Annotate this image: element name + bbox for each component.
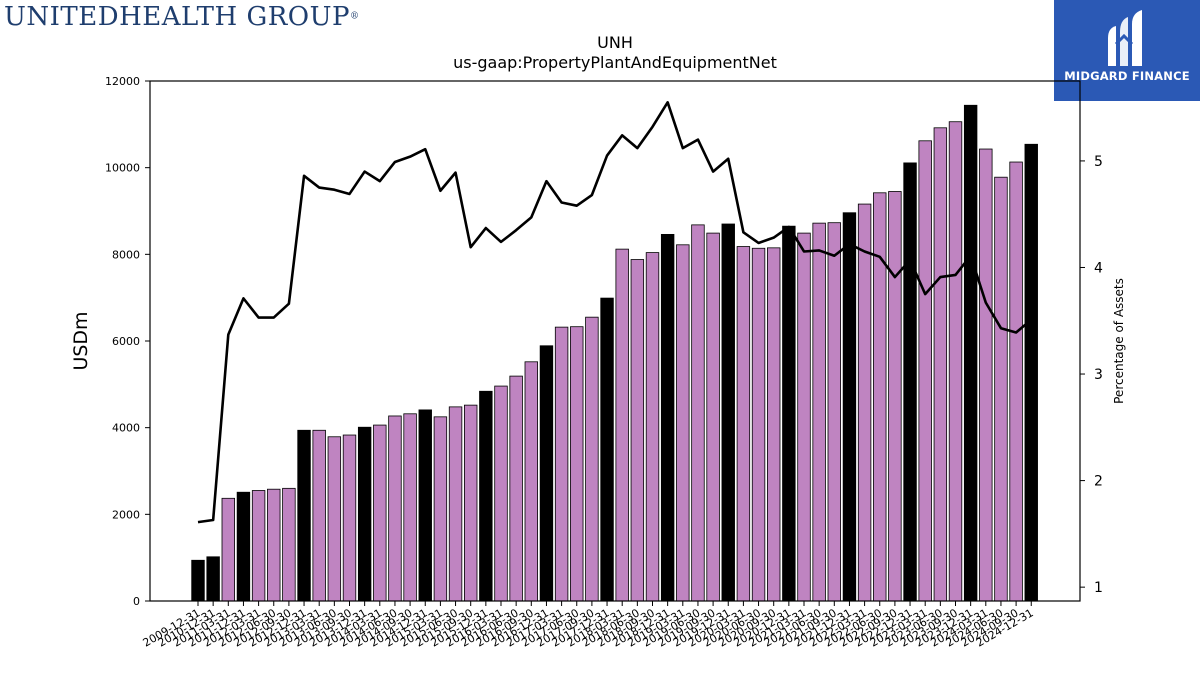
bar-2020-03-31 [736,246,751,602]
bar-2012-09-30 [282,487,296,602]
chart-title: UNH [597,33,633,52]
logo-registered-mark: ® [350,11,360,22]
y2-tick-label: 5 [1094,154,1103,170]
bar-2011-12-31 [236,491,251,602]
bar-2017-03-31 [554,326,569,602]
bar-2023-09-30 [948,121,963,602]
y2-tick-label: 3 [1094,367,1103,383]
unitedhealth-group-logo: UNITEDHEALTH GROUP® [4,2,359,32]
y-axis-label: USDm [70,311,92,370]
y-tick-label: 2000 [112,508,140,521]
bar-2020-09-30 [767,247,781,602]
bars-group [191,104,1038,602]
bar-2021-03-31 [797,232,811,602]
x-axis-ticks: 2009-12-312010-12-312011-03-312011-12-31… [141,601,1036,650]
right-axis-ticks: 1 2 3 4 5 [1080,154,1103,596]
bar-2016-03-31 [494,385,508,602]
bar-2023-03-31 [918,140,932,602]
bar-2017-12-31 [600,297,614,602]
bar-2013-12-31 [357,426,372,602]
y-tick-label: 6000 [112,335,140,348]
y2-axis-label: Percentage of Assets [1112,278,1126,404]
bar-2019-06-30 [691,224,705,602]
bar-2019-09-30 [706,232,720,602]
bar-2017-09-30 [585,316,599,602]
y-tick-label: 4000 [112,422,140,435]
bar-2022-09-30 [888,191,902,602]
bar-2024-09-30 [1009,161,1023,602]
bar-2018-03-31 [615,248,629,602]
bar-2022-12-31 [903,162,917,602]
y-tick-label: 0 [133,595,140,608]
bar-2010-12-31 [206,556,220,602]
bar-2018-06-30 [630,259,645,602]
bar-2011-03-31 [221,497,236,602]
percentage-of-assets-line [197,101,1033,524]
bar-2012-03-31 [251,490,266,602]
midgard-finance-logo: MIDGARD FINANCE [1054,0,1200,101]
bar-2014-09-30 [403,413,417,602]
bar-2021-12-31 [842,212,857,602]
bar-2018-09-30 [645,252,660,602]
bar-2015-03-31 [433,416,448,602]
bar-2018-12-31 [660,233,675,602]
left-axis-ticks: 0 2000 4000 6000 8000 10000 12000 [105,75,150,608]
bar-2019-03-31 [676,244,690,602]
y2-tick-label: 2 [1094,474,1103,490]
bar-2013-09-30 [342,434,357,602]
bar-2012-12-31 [297,429,311,602]
bar-2016-12-31 [539,345,554,602]
bar-2021-09-30 [827,222,842,602]
bar-2017-06-30 [570,326,584,602]
bar-2013-03-31 [312,429,326,602]
midgard-emblem-icon [1108,10,1142,66]
bar-2015-09-30 [463,404,478,602]
bar-2009-12-31 [191,559,205,602]
bar-2021-06-30 [812,222,826,602]
bar-2024-12-31 [1024,143,1038,602]
bar-2016-09-30 [524,361,539,602]
y-tick-label: 12000 [105,75,140,88]
bar-2012-06-30 [267,488,281,602]
bar-2015-12-31 [479,390,493,602]
y2-tick-label: 4 [1094,260,1103,276]
y-tick-label: 10000 [105,162,140,175]
bar-2019-12-31 [721,223,735,602]
y-tick-label: 8000 [112,248,140,261]
bar-2023-06-30 [933,127,948,602]
bar-2014-06-30 [388,415,402,602]
bar-2024-03-31 [979,148,993,602]
bar-2014-03-31 [373,424,387,602]
line-group [197,101,1033,524]
bar-2023-12-31 [963,104,978,602]
bar-2016-06-30 [509,375,523,602]
bar-2013-06-30 [327,436,342,602]
y2-tick-label: 1 [1094,580,1103,596]
bar-2015-06-30 [448,406,463,602]
bar-2014-12-31 [418,409,432,602]
logo-text-left: UNITEDHEALTH GROUP [4,2,351,32]
bar-2020-12-31 [782,225,796,602]
bar-2022-03-31 [857,203,872,602]
bar-2024-06-30 [994,176,1008,602]
bar-2020-06-30 [751,247,766,602]
chart-subtitle: us-gaap:PropertyPlantAndEquipmentNet [453,53,777,72]
logo-text-right: MIDGARD FINANCE [1064,69,1190,83]
